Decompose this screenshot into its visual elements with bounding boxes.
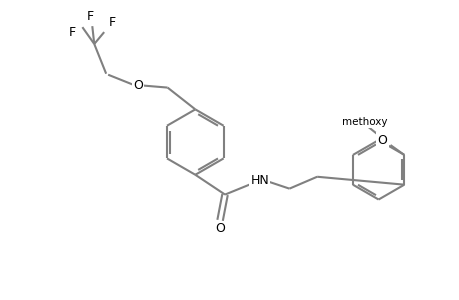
Text: F: F — [87, 10, 94, 23]
Text: O: O — [215, 222, 224, 235]
Text: methoxy: methoxy — [341, 117, 386, 127]
Text: F: F — [108, 16, 115, 29]
Text: O: O — [377, 134, 386, 147]
Text: F: F — [69, 26, 76, 39]
Text: O: O — [133, 79, 142, 92]
Text: HN: HN — [250, 174, 269, 187]
